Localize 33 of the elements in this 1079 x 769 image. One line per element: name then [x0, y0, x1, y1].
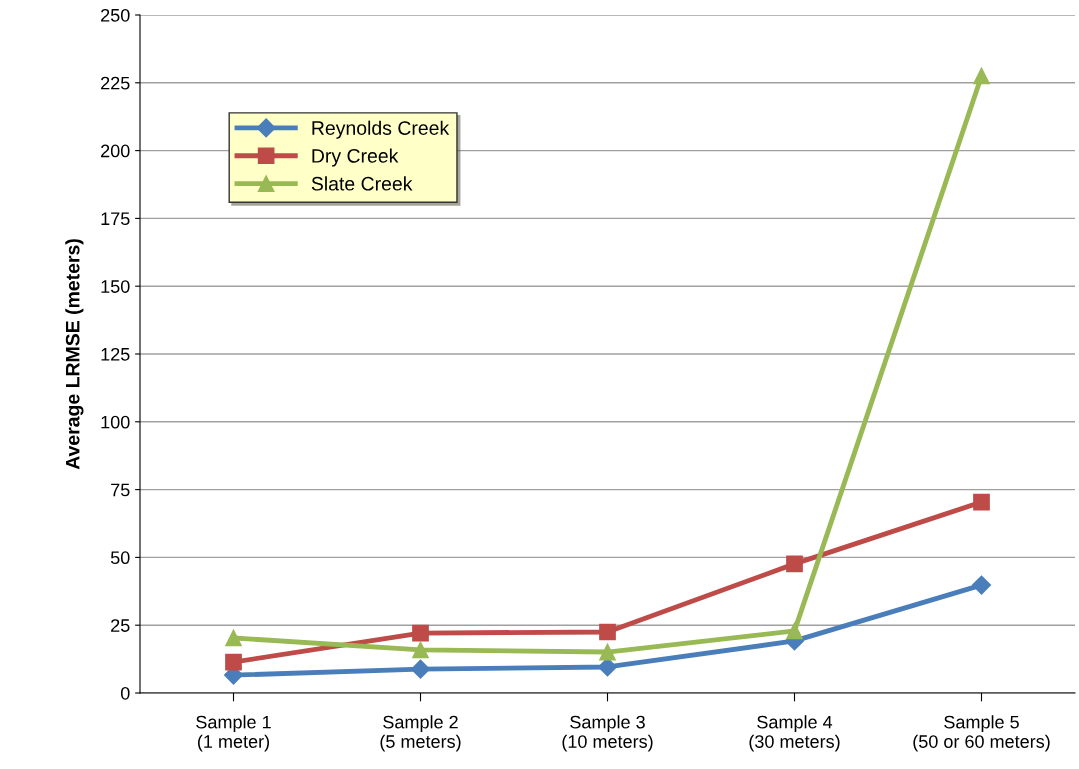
y-tick-label: 50 — [110, 551, 130, 565]
point — [410, 659, 431, 679]
point — [412, 624, 429, 642]
x-tick-label: Sample 3 (10 meters) — [562, 715, 653, 752]
point — [597, 657, 618, 677]
y-axis-title: Average LRMSE (meters) — [65, 239, 84, 470]
y-tick-label: 0 — [120, 686, 130, 700]
y-tick-label: 250 — [101, 8, 130, 22]
y-tick-label: 25 — [111, 619, 130, 632]
point — [973, 67, 990, 85]
x-tick-label: Sample 4 (30 meters) — [749, 715, 840, 752]
point — [225, 629, 242, 647]
point — [973, 493, 990, 511]
point — [786, 555, 803, 573]
y-tick-label: 150 — [101, 280, 130, 293]
x-tick-label: Sample 5 (50 or 60 meters) — [913, 715, 1050, 752]
y-tick-label: 100 — [101, 415, 130, 429]
legend-label: Slate Creek — [311, 176, 413, 191]
y-tick-label: 75 — [111, 483, 130, 497]
point — [599, 623, 616, 641]
point — [412, 641, 429, 659]
point — [599, 643, 616, 661]
y-tick-label: 225 — [101, 76, 130, 90]
x-tick-label: Sample 2 (5 meters) — [380, 715, 461, 752]
y-tick-label: 200 — [101, 144, 130, 158]
point — [786, 622, 803, 640]
y-tick-label: 175 — [101, 212, 130, 226]
point — [971, 575, 992, 595]
y-tick-label: 125 — [101, 347, 130, 361]
x-tick-label: Sample 1 (1 meter) — [196, 715, 271, 752]
legend-label: Reynolds Creek — [312, 120, 450, 139]
point — [225, 653, 242, 671]
legend-label: Dry Creek — [312, 148, 399, 167]
